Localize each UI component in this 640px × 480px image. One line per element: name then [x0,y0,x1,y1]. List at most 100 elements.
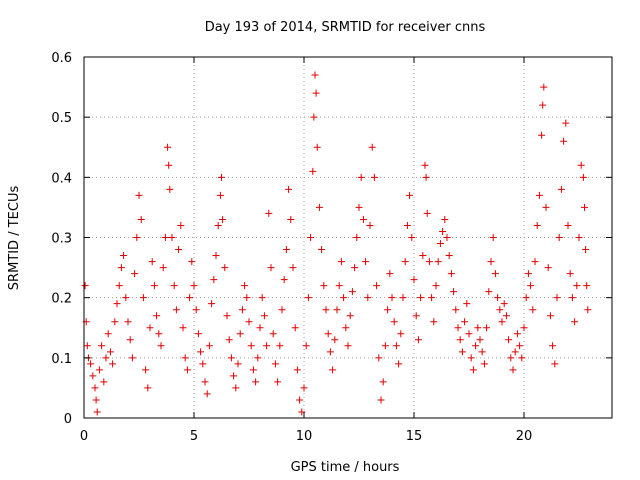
y-tick-label: 0.5 [51,111,72,126]
data-point [555,234,563,241]
data-point [390,318,398,326]
data-point [225,336,233,344]
data-point [560,137,568,145]
data-point [355,203,363,211]
data-point [348,288,356,296]
data-point [509,366,517,374]
data-point [461,318,469,326]
data-point [412,312,420,320]
data-point [135,191,143,199]
data-point [113,300,121,308]
data-point [406,191,414,199]
data-point [498,318,506,326]
data-point [183,366,191,374]
data-point [353,234,361,241]
data-point [331,336,339,344]
y-tick-label: 0.4 [51,171,72,186]
data-point [366,221,374,229]
data-point [533,221,541,229]
data-point [441,215,449,223]
data-point [102,354,110,362]
data-point [410,276,418,284]
data-point [161,234,169,241]
data-point [153,312,161,320]
y-axis-ticks: 0 0.1 0.2 0.3 0.4 0.5 0.6 [51,51,612,427]
data-point [582,246,590,254]
data-point [465,330,473,338]
data-point [368,143,376,151]
data-point [131,270,139,278]
data-point [126,336,134,344]
data-point [263,342,271,350]
chart-title: Day 193 of 2014, SRMTID for receiver cnn… [205,20,486,35]
data-point [274,378,282,386]
data-point [342,324,350,332]
data-point [494,294,502,302]
data-point [100,378,108,386]
data-point [467,354,475,362]
data-point [340,294,348,302]
data-point [254,354,262,362]
data-point [540,83,548,91]
data-point [124,318,132,326]
y-tick-label: 0.3 [51,232,72,247]
data-point [542,203,550,211]
data-point [276,342,284,350]
data-point [500,300,508,308]
data-point [111,318,119,326]
data-point [243,294,251,302]
data-point [146,324,154,332]
data-point [271,360,279,368]
data-point [535,191,543,199]
data-point [310,113,318,121]
data-point [157,342,165,350]
data-point [373,282,381,290]
data-point [142,366,150,374]
x-tick-label: 10 [296,429,313,444]
data-point [309,167,317,175]
data-point [436,240,444,248]
data-point [159,264,167,272]
data-point [223,312,231,320]
data-point [546,312,554,320]
data-point [579,173,587,181]
data-point [454,324,462,332]
data-point [93,408,101,416]
data-point [230,372,238,380]
data-point [443,234,451,241]
data-point [282,246,290,254]
data-point [170,282,178,290]
data-point [172,306,180,314]
data-point [581,203,588,211]
x-tick-label: 15 [406,429,423,444]
data-point [450,288,458,296]
x-axis-label: GPS time / hours [291,460,400,475]
y-tick-label: 0.6 [51,51,72,66]
data-point [203,390,211,398]
data-point [401,258,409,266]
data-point [511,348,519,356]
data-point [201,378,209,386]
data-point [395,360,403,368]
data-point [304,294,312,302]
data-point [269,330,277,338]
data-point [291,324,299,332]
data-point [236,330,244,338]
data-point [566,270,574,278]
data-point [267,264,275,272]
data-point [520,324,528,332]
data-point [538,131,546,139]
data-point [104,330,112,338]
data-point [192,306,200,314]
data-point [177,221,185,229]
data-point [337,258,345,266]
data-point [312,89,320,97]
data-point [212,252,220,260]
data-point [483,324,491,332]
data-point [452,306,460,314]
data-point [568,294,576,302]
data-point [392,342,400,350]
data-point [564,221,572,229]
data-point [539,101,547,109]
data-point [91,384,99,392]
